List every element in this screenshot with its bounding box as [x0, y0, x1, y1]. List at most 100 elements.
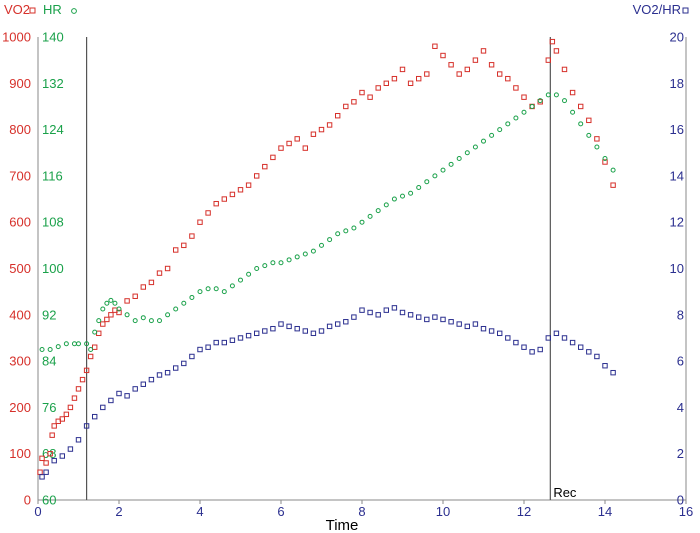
hr-legend-marker: [71, 8, 77, 14]
hr-point: [213, 286, 219, 292]
vo2-tick-label: 800: [9, 122, 31, 137]
vo2hr-point: [124, 393, 130, 399]
hr-point: [391, 196, 397, 202]
vo2-point: [87, 353, 94, 360]
vo2hr-point: [39, 474, 45, 480]
hr-axis: HR 60 68 76 84 92 100 108 116 124 132 140: [42, 2, 77, 508]
vo2-point: [610, 182, 616, 188]
vo2-point: [181, 242, 187, 249]
vo2hr-point: [375, 312, 381, 318]
hr-point: [521, 109, 527, 115]
vo2hr-point: [513, 339, 519, 346]
vo2-series: [37, 38, 616, 475]
vo2-point: [399, 66, 406, 73]
vo2hr-axis-title: VO2/HR: [633, 2, 681, 17]
vo2-axis: VO2 0 100 200 300 400 500 600 700 800 900 1000: [2, 2, 36, 508]
vo2-point: [521, 94, 527, 100]
hr-point: [545, 92, 551, 98]
vo2-point: [132, 293, 138, 299]
hr-point: [602, 156, 608, 162]
hr-point: [310, 248, 316, 254]
hr-axis-title: HR: [43, 2, 62, 17]
hr-point: [440, 167, 446, 173]
hr-tick-label: 116: [42, 168, 63, 183]
vo2hr-point: [181, 360, 187, 367]
vo2-legend-marker: [29, 7, 36, 14]
vo2hr-point: [245, 332, 252, 339]
hr-point: [71, 341, 77, 347]
vo2-point: [229, 191, 236, 198]
vo2hr-point: [424, 316, 430, 323]
vo2-point: [586, 117, 592, 124]
vo2hr-point: [472, 321, 479, 327]
vo2hr-point: [173, 365, 179, 371]
vo2-point: [51, 423, 57, 429]
axes-frame: [37, 37, 687, 501]
hr-point: [88, 347, 94, 353]
vo2-point: [67, 404, 74, 411]
hr-point: [319, 242, 324, 248]
vo2-point: [569, 89, 576, 96]
vo2hr-tick-label: 2: [677, 446, 684, 461]
vo2-point: [213, 200, 219, 207]
vo2hr-point: [505, 335, 511, 341]
vo2-tick-label: 900: [9, 76, 31, 91]
vo2-point: [335, 113, 341, 119]
vo2hr-tick-label: 10: [670, 261, 684, 276]
hr-point: [63, 341, 69, 347]
hr-point: [505, 121, 511, 127]
vo2hr-point: [335, 321, 341, 327]
hr-point: [302, 251, 308, 257]
vo2hr-point: [326, 323, 333, 330]
vo2hr-tick-label: 8: [677, 307, 684, 322]
x-tick-label: 2: [115, 504, 122, 519]
vo2-point: [326, 122, 333, 128]
vo2hr-tick-label: 14: [670, 168, 684, 183]
vo2-point: [383, 80, 390, 86]
vo2hr-point: [553, 330, 560, 337]
vo2-axis-title: VO2: [4, 2, 30, 17]
vo2hr-axis: VO2/HR 0 2 4 6 8 10 12 14 16 18 20: [633, 2, 689, 508]
vo2hr-point: [399, 309, 406, 316]
hr-point: [464, 150, 470, 156]
vo2-tick-label: 600: [9, 215, 31, 230]
hr-point: [537, 98, 543, 104]
hr-point: [189, 294, 195, 300]
hr-point: [181, 300, 187, 306]
hr-point: [197, 289, 203, 295]
vo2hr-legend-marker: [682, 7, 689, 14]
vo2-point: [47, 451, 53, 457]
hr-tick-label: 124: [42, 122, 64, 137]
series-layer: [37, 38, 616, 480]
vo2hr-point: [83, 423, 90, 429]
hr-point: [529, 103, 535, 109]
vo2-point: [286, 140, 292, 147]
vo2hr-point: [416, 314, 422, 320]
hr-tick-label: 108: [42, 215, 64, 230]
vo2hr-point: [578, 344, 584, 350]
vo2hr-point: [318, 328, 325, 334]
vo2-point: [351, 99, 357, 105]
vo2hr-point: [343, 319, 349, 325]
vo2-point: [407, 80, 414, 86]
vo2hr-tick-label: 12: [670, 215, 684, 230]
vo2-point: [513, 85, 519, 91]
vo2-point: [140, 284, 147, 290]
x-tick-label: 10: [436, 504, 450, 519]
vo2hr-point: [189, 353, 195, 360]
vo2hr-point: [594, 353, 600, 360]
hr-point: [140, 315, 146, 321]
vo2hr-point: [262, 328, 268, 334]
vo2-point: [578, 103, 584, 110]
vo2-point: [302, 145, 309, 151]
vo2-point: [294, 136, 300, 142]
hr-point: [165, 312, 171, 318]
hr-point: [294, 254, 300, 260]
vo2-point: [375, 85, 381, 91]
vo2hr-point: [286, 323, 292, 330]
vo2hr-point: [448, 319, 454, 325]
vo2-point: [432, 43, 438, 49]
vo2hr-point: [116, 390, 122, 397]
vo2-point: [310, 131, 317, 137]
